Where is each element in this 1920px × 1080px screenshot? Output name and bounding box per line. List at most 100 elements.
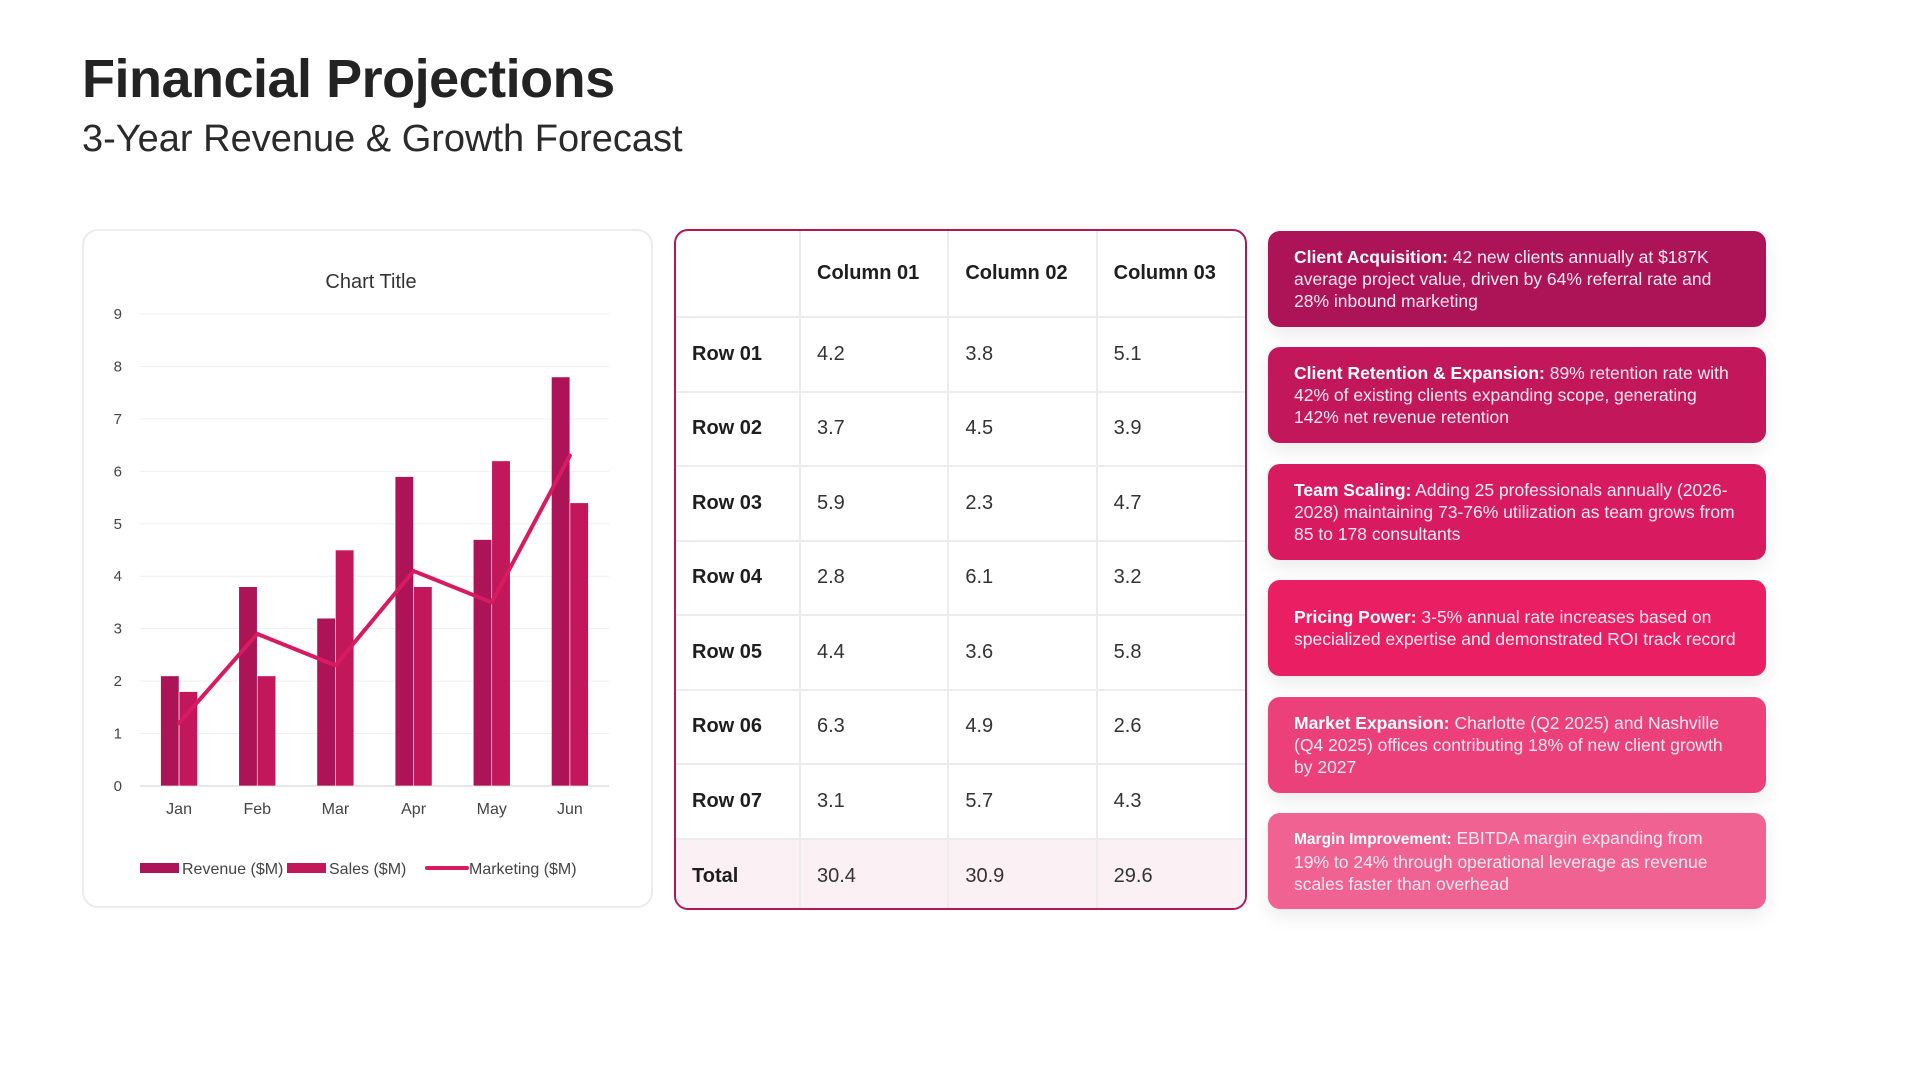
row-label: Row 01	[676, 316, 801, 393]
insight-text: Margin Improvement: EBITDA margin expand…	[1294, 827, 1740, 895]
legend-label: Sales ($M)	[329, 861, 406, 878]
y-tick-label: 0	[114, 778, 122, 795]
legend: Revenue ($M) Sales ($M) Marketing ($M)	[140, 861, 577, 878]
cell: 2.3	[947, 465, 1098, 542]
cell: 2.8	[798, 539, 950, 616]
insight-text: Team Scaling: Adding 25 professionals an…	[1294, 479, 1740, 545]
bars	[160, 376, 589, 787]
row-label: Row 03	[676, 465, 801, 542]
data-table-card: Column 01 Column 02 Column 03 Row 01 4.2…	[674, 229, 1247, 910]
y-tick-label: 4	[114, 568, 122, 585]
table-row: Row 05 4.4 3.6 5.8	[676, 614, 1245, 691]
legend-label: Marketing ($M)	[469, 861, 577, 878]
legend-label: Revenue ($M)	[182, 861, 283, 878]
insight-body: Charlotte (Q2 2025) and Nashville (Q4 20…	[1294, 712, 1723, 777]
cell: 4.4	[798, 614, 950, 691]
cell: 2.6	[1095, 688, 1245, 765]
table-total-row: Total 30.4 30.9 29.6	[676, 837, 1245, 908]
header-column-01: Column 01	[798, 231, 950, 318]
cell: 3.2	[1095, 539, 1245, 616]
y-tick-label: 7	[114, 411, 122, 428]
bar-sales	[491, 460, 511, 787]
insight-lead: Client Retention & Expansion:	[1294, 363, 1545, 384]
chart-title: Chart Title	[325, 271, 416, 293]
insight-text: Pricing Power: 3-5% annual rate increase…	[1294, 606, 1740, 650]
cell: 5.8	[1095, 614, 1245, 691]
insight-body: 42 new clients annually at $187K average…	[1294, 247, 1712, 311]
insight-lead: Margin Improvement:	[1294, 830, 1452, 848]
insight-lead: Client Acquisition:	[1294, 247, 1448, 267]
table-row: Row 06 6.3 4.9 2.6	[676, 688, 1245, 765]
table-row: Row 02 3.7 4.5 3.9	[676, 390, 1245, 467]
insight-card-market-expansion: Market Expansion: Charlotte (Q2 2025) an…	[1268, 696, 1766, 793]
y-tick-label: 6	[114, 463, 122, 480]
combo-chart: Chart Title 0 1 2 3 4 5 6 7 8 9 Jan Feb Mar Apr May Ju…	[114, 271, 609, 878]
cell: 5.7	[947, 763, 1098, 840]
table-row: Row 03 5.9 2.3 4.7	[676, 465, 1245, 542]
legend-swatch	[287, 863, 326, 873]
line-series	[177, 453, 572, 726]
bar-sales	[335, 549, 355, 787]
insight-card-pricing-power: Pricing Power: 3-5% annual rate increase…	[1268, 580, 1766, 677]
insight-text: Market Expansion: Charlotte (Q2 2025) an…	[1294, 712, 1740, 778]
bar-revenue	[551, 376, 571, 787]
row-label: Row 02	[676, 390, 801, 467]
cell: 4.9	[947, 688, 1098, 765]
table-row: Row 01 4.2 3.8 5.1	[676, 316, 1245, 393]
insight-card-client-retention: Client Retention & Expansion: 89% retent…	[1268, 347, 1766, 444]
table-row: Row 04 2.8 6.1 3.2	[676, 539, 1245, 616]
x-axis-ticks: Jan Feb Mar Apr May Jun	[166, 801, 583, 818]
bar-sales	[569, 502, 589, 787]
bar-revenue	[394, 476, 414, 787]
chart-card: Chart Title 0 1 2 3 4 5 6 7 8 9 Jan Feb Mar Apr May Ju…	[82, 229, 653, 908]
y-axis-ticks: 0 1 2 3 4 5 6 7 8 9	[114, 306, 122, 795]
x-tick-label: Mar	[322, 801, 350, 818]
x-tick-label: Jan	[166, 801, 192, 818]
bar-revenue	[316, 617, 336, 787]
row-label: Row 04	[676, 539, 801, 616]
legend-item: Revenue ($M)	[140, 861, 283, 878]
insight-text: Client Acquisition: 42 new clients annua…	[1294, 246, 1740, 312]
cell: 4.7	[1095, 465, 1245, 542]
data-table: Column 01 Column 02 Column 03 Row 01 4.2…	[676, 231, 1245, 908]
y-tick-label: 5	[114, 516, 122, 533]
insight-body: EBITDA margin expanding from 19% to 24% …	[1294, 827, 1708, 894]
y-tick-label: 2	[114, 673, 122, 690]
x-tick-label: Jun	[557, 801, 583, 818]
cell: 4.2	[798, 316, 950, 393]
insight-card-margin-improvement: Margin Improvement: EBITDA margin expand…	[1268, 812, 1766, 909]
cell: 3.8	[947, 316, 1098, 393]
legend-swatch	[140, 863, 179, 873]
cell: 3.1	[798, 763, 950, 840]
insight-body: Adding 25 professionals annually (2026-2…	[1294, 479, 1735, 544]
row-label: Row 07	[676, 763, 801, 840]
insight-card-team-scaling: Team Scaling: Adding 25 professionals an…	[1268, 463, 1766, 560]
legend-item: Marketing ($M)	[425, 861, 577, 878]
cell: 4.3	[1095, 763, 1245, 840]
header-column-03: Column 03	[1095, 231, 1245, 318]
insight-text: Client Retention & Expansion: 89% retent…	[1294, 362, 1740, 428]
bar-revenue	[238, 586, 258, 787]
row-label: Row 05	[676, 614, 801, 691]
x-tick-label: Apr	[401, 801, 427, 818]
cell: 3.7	[798, 390, 950, 467]
bar-revenue	[160, 675, 180, 787]
header-corner	[676, 231, 801, 318]
cell: 4.5	[947, 390, 1098, 467]
gridlines	[140, 313, 609, 787]
legend-item: Sales ($M)	[287, 861, 406, 878]
insight-lead: Team Scaling:	[1294, 479, 1412, 500]
row-label: Row 06	[676, 688, 801, 765]
table-body: Row 01 4.2 3.8 5.1 Row 02 3.7 4.5 3.9 Ro…	[676, 316, 1245, 908]
insight-lead: Pricing Power:	[1294, 607, 1417, 628]
x-tick-label: May	[477, 801, 507, 818]
y-tick-label: 8	[114, 358, 122, 375]
cell: 6.1	[947, 539, 1098, 616]
bar-sales	[256, 675, 277, 787]
y-tick-label: 1	[114, 726, 122, 743]
table-row: Row 07 3.1 5.7 4.3	[676, 763, 1245, 840]
insight-lead: Market Expansion:	[1294, 712, 1450, 733]
cell: 6.3	[798, 688, 950, 765]
cell: 3.6	[947, 614, 1098, 691]
total-cell: 29.6	[1095, 837, 1245, 908]
